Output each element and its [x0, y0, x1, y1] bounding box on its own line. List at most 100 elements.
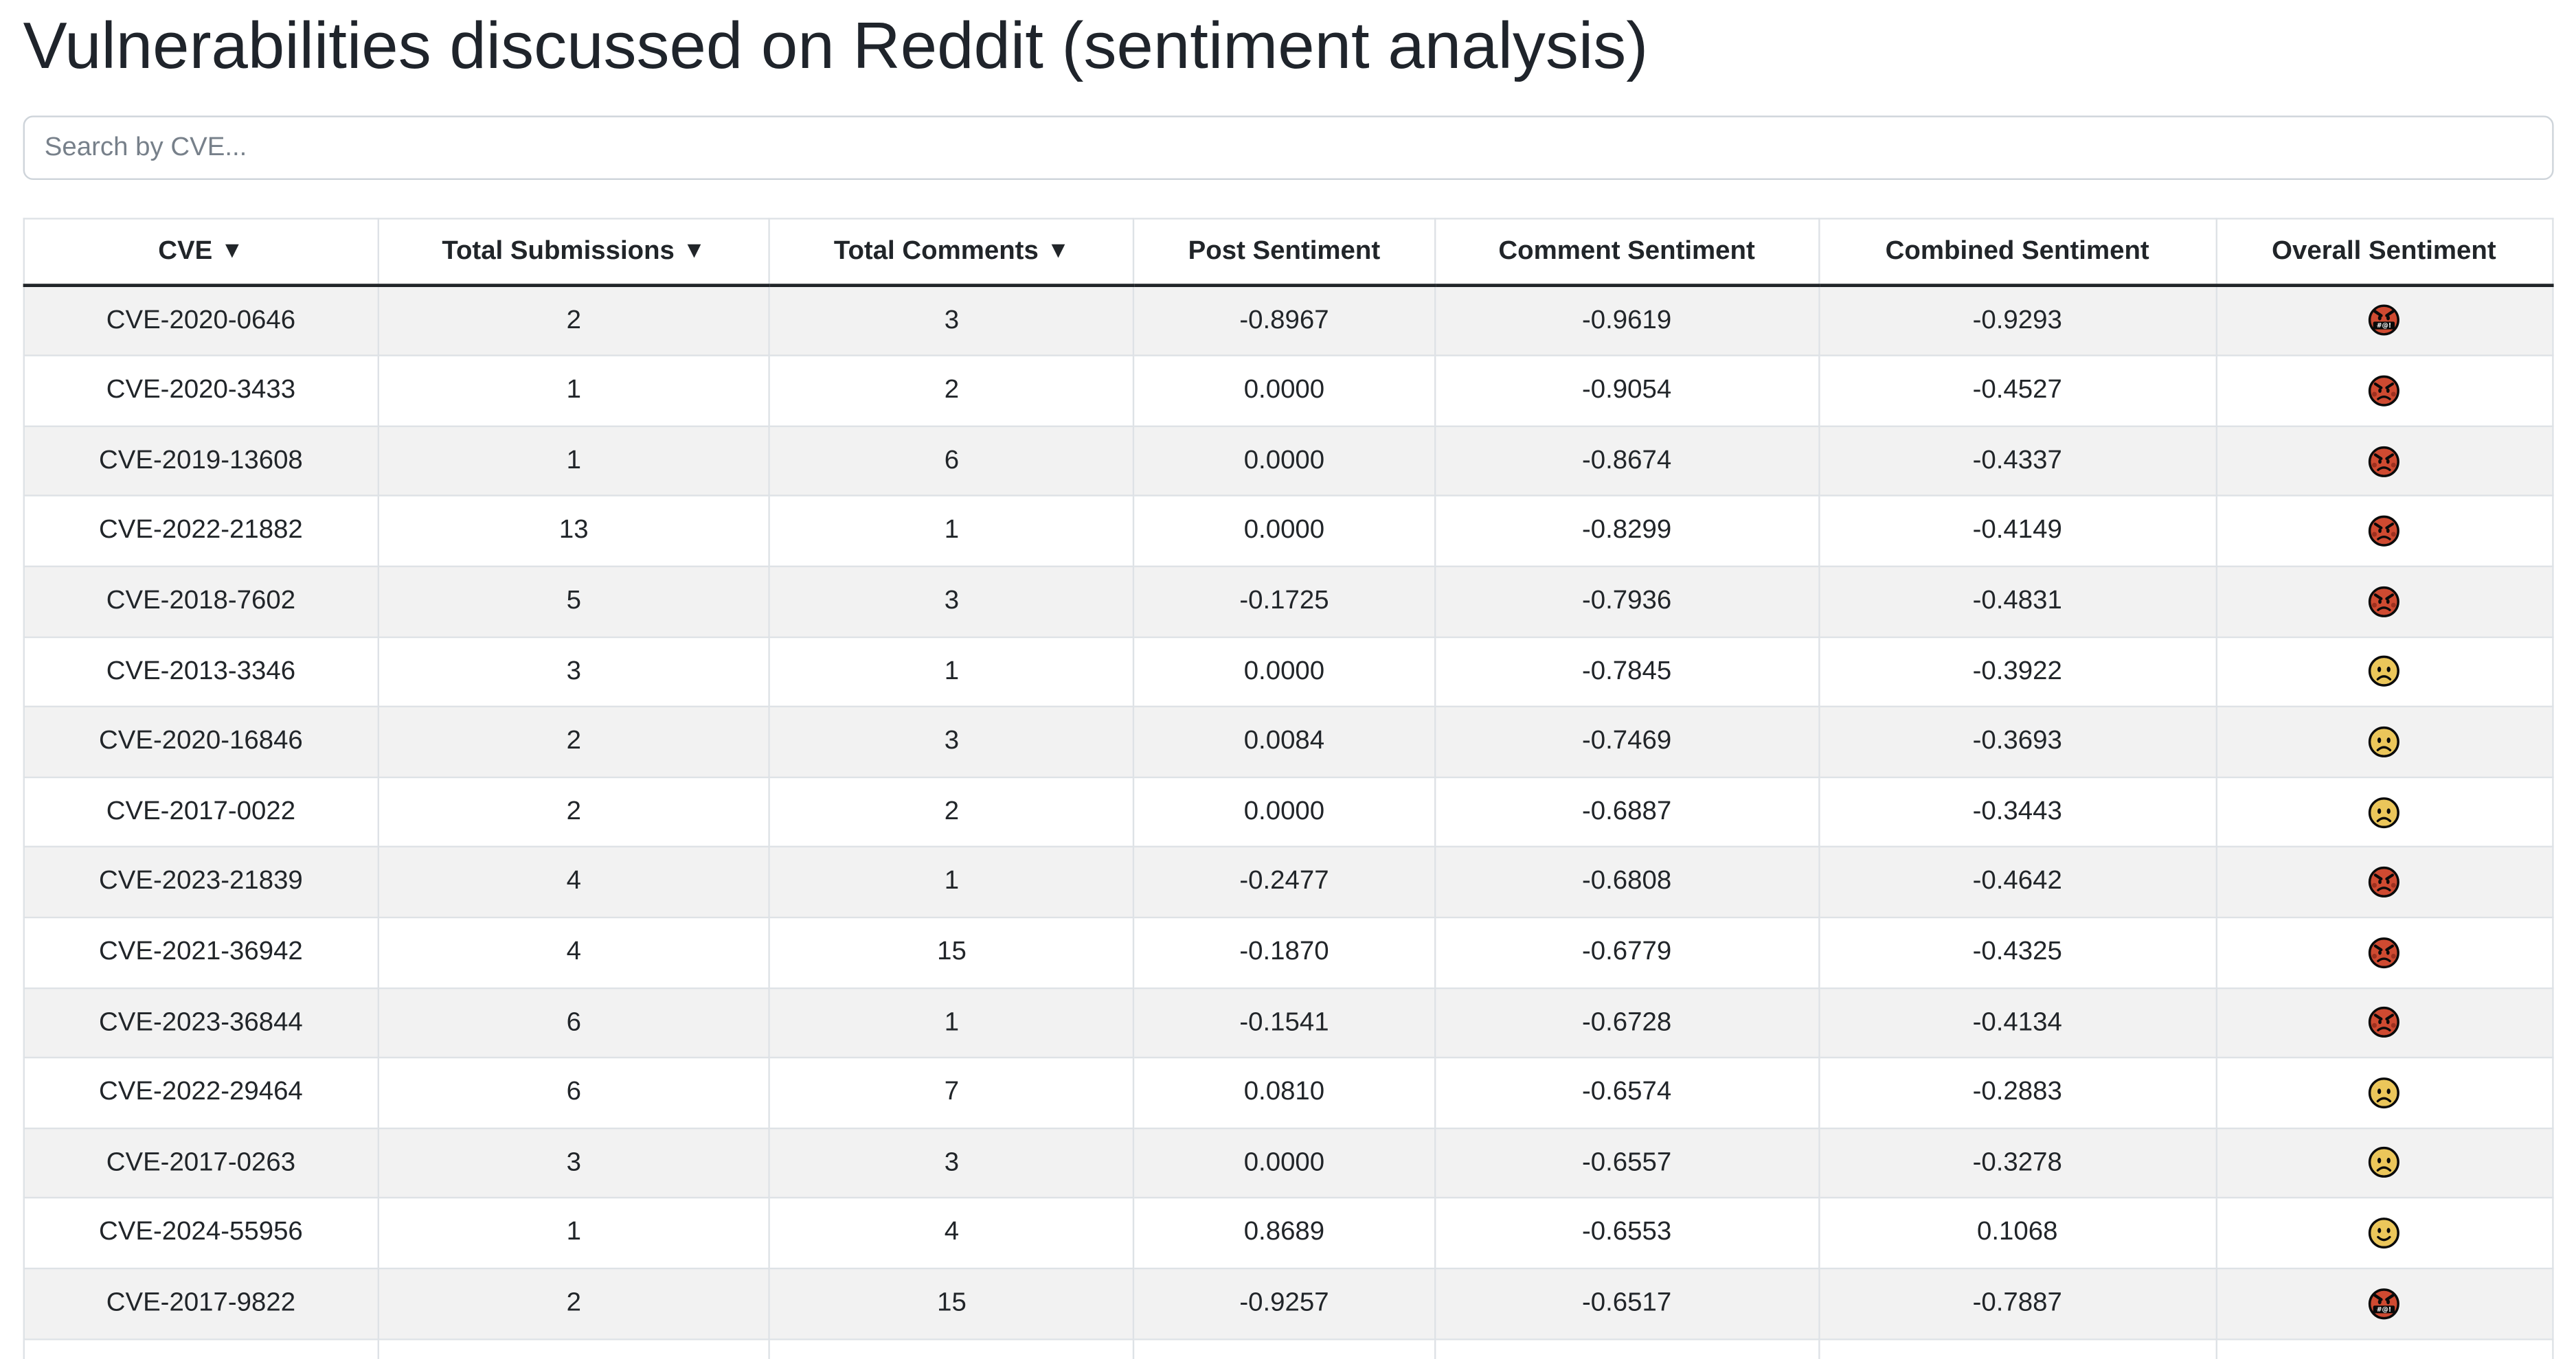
cell-total-comments: 3: [769, 705, 1135, 778]
cell-comment-sentiment: -0.9619: [1434, 284, 1820, 357]
cell-comment-sentiment: -0.8299: [1434, 495, 1820, 567]
table-row: CVE-2020-16846 2 3 0.0084 -0.7469 -0.369…: [23, 705, 2553, 778]
cell-comment-sentiment: -0.6887: [1434, 776, 1820, 848]
cell-post-sentiment: -0.9257: [1133, 1267, 1436, 1340]
cell-combined-sentiment: [1818, 1338, 2217, 1359]
cell-overall-sentiment: [2215, 354, 2553, 427]
table-header-row: CVE ▼ Total Submissions ▼ Total Comments ▼ …: [23, 218, 2553, 287]
cell-post-sentiment: 0.0000: [1133, 1127, 1436, 1199]
cell-cve: CVE-2020-16846: [23, 705, 379, 778]
cell-total-comments: 2: [769, 354, 1135, 427]
table-row-partial: [23, 1338, 2553, 1359]
face-with-symbols-on-mouth-emoji-icon: [2367, 304, 2400, 337]
cell-comment-sentiment: -0.6574: [1434, 1057, 1820, 1129]
cell-post-sentiment: -0.1725: [1133, 565, 1436, 638]
table-row: CVE-2020-3433 1 2 0.0000 -0.9054 -0.4527: [23, 354, 2553, 427]
cell-combined-sentiment: -0.4642: [1818, 846, 2217, 919]
frowning-face-emoji-icon: [2367, 1076, 2400, 1109]
cell-combined-sentiment: -0.3693: [1818, 705, 2217, 778]
angry-face-emoji-icon: [2367, 866, 2400, 899]
frowning-face-emoji-icon: [2367, 655, 2400, 688]
cell-comment-sentiment: -0.7936: [1434, 565, 1820, 638]
cell-combined-sentiment: -0.7887: [1818, 1267, 2217, 1340]
cell-post-sentiment: 0.8689: [1133, 1197, 1436, 1270]
cell-cve: CVE-2017-9822: [23, 1267, 379, 1340]
table-row: CVE-2023-21839 4 1 -0.2477 -0.6808 -0.46…: [23, 846, 2553, 919]
table-row: CVE-2017-0263 3 3 0.0000 -0.6557 -0.3278: [23, 1127, 2553, 1199]
angry-face-emoji-icon: [2367, 1006, 2400, 1039]
column-header-combined-sentiment: Combined Sentiment: [1818, 218, 2217, 287]
cell-cve: CVE-2021-36942: [23, 916, 379, 989]
cell-total-submissions: [376, 1338, 771, 1359]
cell-post-sentiment: [1133, 1338, 1436, 1359]
table-row: CVE-2021-36942 4 15 -0.1870 -0.6779 -0.4…: [23, 916, 2553, 989]
frowning-face-emoji-icon: [2367, 1147, 2400, 1180]
cell-cve: CVE-2018-7602: [23, 565, 379, 638]
sort-desc-icon: ▼: [221, 235, 244, 262]
search-input[interactable]: [23, 115, 2553, 180]
cell-combined-sentiment: -0.3443: [1818, 776, 2217, 848]
table-row: CVE-2024-55956 1 4 0.8689 -0.6553 0.1068: [23, 1197, 2553, 1270]
cell-total-comments: 6: [769, 425, 1135, 497]
cell-post-sentiment: -0.1870: [1133, 916, 1436, 989]
cell-comment-sentiment: -0.6779: [1434, 916, 1820, 989]
slightly-smiling-face-emoji-icon: [2367, 1217, 2400, 1250]
cell-total-submissions: 3: [376, 1127, 771, 1199]
table-row: CVE-2013-3346 3 1 0.0000 -0.7845 -0.3922: [23, 635, 2553, 708]
cell-comment-sentiment: [1434, 1338, 1820, 1359]
cell-total-submissions: 2: [376, 776, 771, 848]
cell-comment-sentiment: -0.9054: [1434, 354, 1820, 427]
cell-total-comments: 3: [769, 1127, 1135, 1199]
angry-face-emoji-icon: [2367, 936, 2400, 969]
column-header-total-comments[interactable]: Total Comments ▼: [769, 218, 1135, 287]
cell-cve: CVE-2023-36844: [23, 986, 379, 1059]
cell-total-comments: 1: [769, 846, 1135, 919]
cell-total-submissions: 4: [376, 916, 771, 989]
cell-cve: CVE-2022-29464: [23, 1057, 379, 1129]
table-row: CVE-2018-7602 5 3 -0.1725 -0.7936 -0.483…: [23, 565, 2553, 638]
table-row: CVE-2023-36844 6 1 -0.1541 -0.6728 -0.41…: [23, 986, 2553, 1059]
cell-cve: CVE-2013-3346: [23, 635, 379, 708]
cell-total-comments: [769, 1338, 1135, 1359]
cell-total-submissions: 2: [376, 284, 771, 357]
page-content: Vulnerabilities discussed on Reddit (sen…: [0, 7, 2576, 1359]
table-row: CVE-2020-0646 2 3 -0.8967 -0.9619 -0.929…: [23, 284, 2553, 357]
cell-overall-sentiment: [2215, 1267, 2553, 1340]
cell-cve: CVE-2023-21839: [23, 846, 379, 919]
cell-combined-sentiment: -0.4337: [1818, 425, 2217, 497]
cell-cve: CVE-2024-55956: [23, 1197, 379, 1270]
cell-cve: CVE-2020-3433: [23, 354, 379, 427]
cell-comment-sentiment: -0.6517: [1434, 1267, 1820, 1340]
frowning-face-emoji-icon: [2367, 725, 2400, 758]
cell-total-submissions: 3: [376, 635, 771, 708]
cell-total-comments: 4: [769, 1197, 1135, 1270]
cell-overall-sentiment: [2215, 916, 2553, 989]
column-header-total-submissions[interactable]: Total Submissions ▼: [376, 218, 771, 287]
cell-overall-sentiment: [2215, 776, 2553, 848]
column-header-cve[interactable]: CVE ▼: [23, 218, 379, 287]
face-with-symbols-on-mouth-emoji-icon: [2367, 1287, 2400, 1320]
cell-total-submissions: 4: [376, 846, 771, 919]
frowning-face-emoji-icon: [2367, 795, 2400, 828]
cell-cve: CVE-2020-0646: [23, 284, 379, 357]
table-row: CVE-2022-29464 6 7 0.0810 -0.6574 -0.288…: [23, 1057, 2553, 1129]
cell-post-sentiment: 0.0810: [1133, 1057, 1436, 1129]
cell-combined-sentiment: 0.1068: [1818, 1197, 2217, 1270]
cell-combined-sentiment: -0.4325: [1818, 916, 2217, 989]
cell-total-comments: 3: [769, 565, 1135, 638]
table-row: CVE-2022-21882 13 1 0.0000 -0.8299 -0.41…: [23, 495, 2553, 567]
cell-total-submissions: 13: [376, 495, 771, 567]
cell-total-comments: 2: [769, 776, 1135, 848]
cell-total-comments: 7: [769, 1057, 1135, 1129]
cell-cve: CVE-2017-0022: [23, 776, 379, 848]
page-title: Vulnerabilities discussed on Reddit (sen…: [23, 10, 1649, 83]
cell-post-sentiment: 0.0084: [1133, 705, 1436, 778]
cell-cve: CVE-2019-13608: [23, 425, 379, 497]
cell-overall-sentiment: [2215, 1057, 2553, 1129]
cell-comment-sentiment: -0.7469: [1434, 705, 1820, 778]
cell-overall-sentiment: [2215, 565, 2553, 638]
cell-overall-sentiment: [2215, 846, 2553, 919]
cell-total-comments: 3: [769, 284, 1135, 357]
cell-total-comments: 1: [769, 986, 1135, 1059]
